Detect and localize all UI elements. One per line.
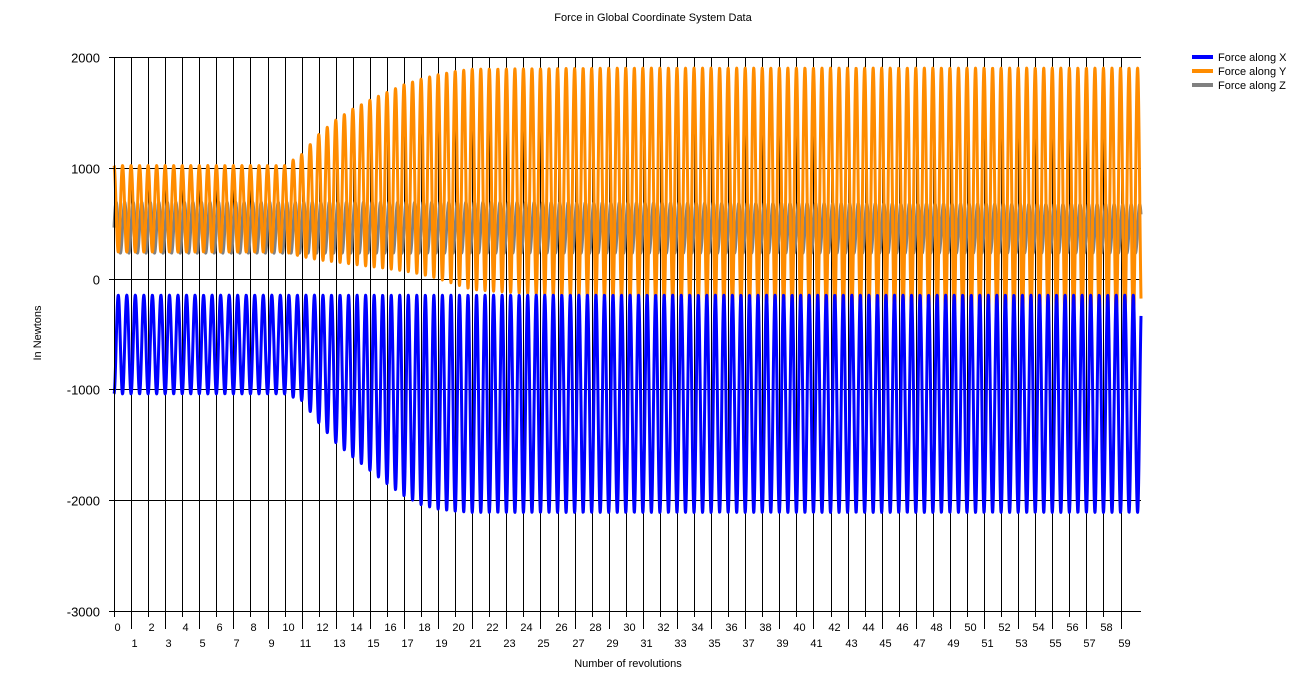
x-tick-label: 14 (350, 622, 362, 634)
x-tick-label: 35 (708, 638, 720, 650)
x-tick-label: 4 (182, 622, 188, 634)
x-tick-label: 38 (759, 622, 771, 634)
x-tick-label: 40 (793, 622, 805, 634)
y-tick-label: -2000 (67, 494, 100, 509)
x-tick-label: 0 (114, 622, 120, 634)
y-tick-label: -3000 (67, 605, 100, 620)
x-tick-label: 48 (930, 622, 942, 634)
x-tick-label: 51 (981, 638, 993, 650)
x-tick-label: 10 (282, 622, 294, 634)
x-tick-label: 17 (401, 638, 413, 650)
x-tick-label: 19 (435, 638, 447, 650)
x-tick-label: 12 (316, 622, 328, 634)
x-tick-label: 50 (964, 622, 976, 634)
x-tick-label: 56 (1066, 622, 1078, 634)
series-lines (112, 66, 1143, 514)
x-axis-label: Number of revolutions (574, 658, 682, 670)
x-tick-label: 53 (1015, 638, 1027, 650)
x-tick-label: 39 (776, 638, 788, 650)
x-tick-label: 26 (555, 622, 567, 634)
y-tick-label: -1000 (67, 383, 100, 398)
x-tick-label: 2 (148, 622, 154, 634)
x-tick-label: 33 (674, 638, 686, 650)
x-tick-label: 21 (469, 638, 481, 650)
x-tick-label: 15 (367, 638, 379, 650)
chart-title: Force in Global Coordinate System Data (554, 12, 752, 24)
legend-label: Force along Y (1218, 66, 1287, 78)
x-tick-label: 7 (233, 638, 239, 650)
x-tick-label: 43 (845, 638, 857, 650)
x-tick-label: 3 (165, 638, 171, 650)
x-tick-label: 22 (486, 622, 498, 634)
x-tick-label: 47 (913, 638, 925, 650)
x-tick-label: 29 (606, 638, 618, 650)
series-line-y (112, 66, 1143, 325)
x-tick-label: 55 (1049, 638, 1061, 650)
x-tick-label: 34 (691, 622, 703, 634)
x-tick-label: 23 (503, 638, 515, 650)
x-tick-label: 49 (947, 638, 959, 650)
x-tick-label: 5 (199, 638, 205, 650)
x-tick-label: 16 (384, 622, 396, 634)
x-tick-label: 13 (333, 638, 345, 650)
x-tick-label: 25 (537, 638, 549, 650)
x-tick-label: 18 (418, 622, 430, 634)
x-tick-label: 9 (268, 638, 274, 650)
legend-label: Force along Z (1218, 80, 1286, 92)
x-tick-label: 44 (862, 622, 874, 634)
x-tick-label: 37 (742, 638, 754, 650)
series-line-x (112, 293, 1143, 514)
legend: Force along X Force along Y Force along Z (1192, 52, 1287, 92)
legend-label: Force along X (1218, 52, 1287, 64)
x-tick-label: 45 (879, 638, 891, 650)
x-tick-label: 6 (216, 622, 222, 634)
x-tick-label: 28 (589, 622, 601, 634)
y-axis-ticks: 2000 1000 0 -1000 -2000 -3000 (67, 51, 114, 620)
x-tick-label: 42 (828, 622, 840, 634)
x-tick-label: 57 (1083, 638, 1095, 650)
x-tick-label: 31 (640, 638, 652, 650)
x-tick-label: 59 (1118, 638, 1130, 650)
x-tick-label: 36 (725, 622, 737, 634)
x-tick-label: 1 (131, 638, 137, 650)
x-tick-label: 32 (657, 622, 669, 634)
y-axis-label: In Newtons (32, 305, 44, 361)
x-tick-label: 54 (1032, 622, 1044, 634)
x-axis-ticks: 0123456789101112131415161718192021222324… (114, 611, 1131, 650)
x-tick-label: 27 (572, 638, 584, 650)
x-tick-label: 30 (623, 622, 635, 634)
x-tick-label: 24 (520, 622, 532, 634)
x-tick-label: 46 (896, 622, 908, 634)
y-tick-label: 0 (93, 273, 100, 288)
x-tick-label: 20 (452, 622, 464, 634)
x-tick-label: 8 (250, 622, 256, 634)
y-tick-label: 2000 (71, 51, 100, 66)
x-tick-label: 11 (300, 638, 311, 650)
x-tick-label: 41 (810, 638, 822, 650)
y-tick-label: 1000 (71, 162, 100, 177)
x-tick-label: 52 (998, 622, 1010, 634)
x-tick-label: 58 (1100, 622, 1112, 634)
